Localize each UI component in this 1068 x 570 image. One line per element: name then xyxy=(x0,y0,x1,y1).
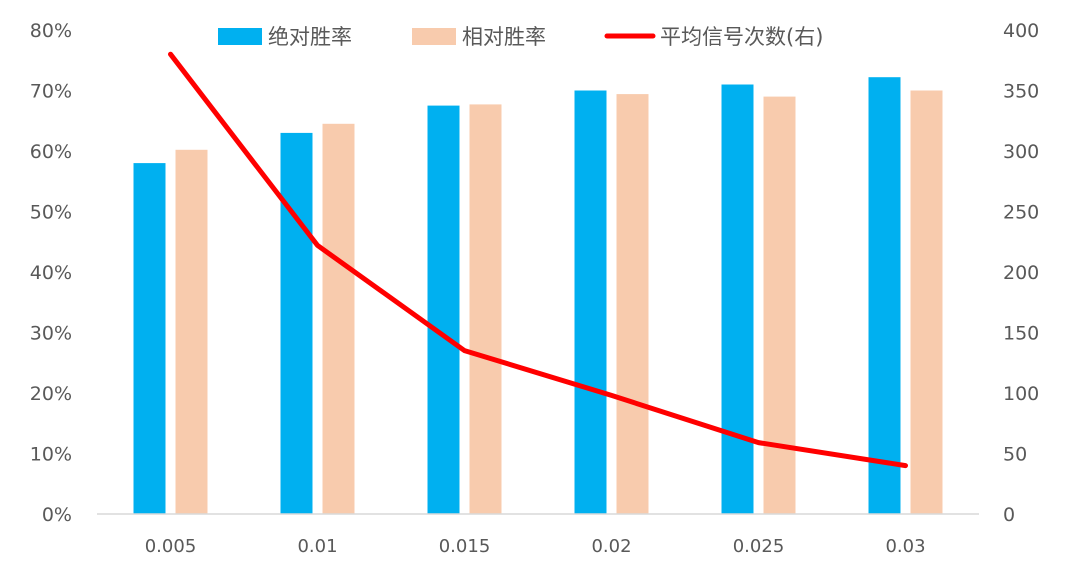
bar-absolute-win-rate xyxy=(721,84,754,514)
left-tick-label: 0% xyxy=(42,504,72,526)
left-tick-label: 60% xyxy=(30,141,72,163)
x-axis: 0.005 0.01 0.015 0.02 0.025 0.03 xyxy=(145,536,926,557)
left-axis: 0% 10% 20% 30% 40% 50% 60% 70% 80% xyxy=(30,20,72,526)
left-tick-label: 10% xyxy=(30,444,72,466)
x-tick-label: 0.03 xyxy=(885,536,925,557)
bar-relative-win-rate xyxy=(616,94,649,514)
right-tick-label: 350 xyxy=(1003,81,1039,103)
legend-label: 相对胜率 xyxy=(462,25,546,49)
left-tick-label: 40% xyxy=(30,262,72,284)
bar-absolute-win-rate xyxy=(868,77,901,514)
right-tick-label: 0 xyxy=(1003,504,1015,526)
bar-absolute-win-rate xyxy=(574,90,607,514)
legend-swatch xyxy=(412,28,456,45)
right-tick-label: 100 xyxy=(1003,383,1039,405)
x-tick-label: 0.02 xyxy=(591,536,631,557)
left-tick-label: 70% xyxy=(30,81,72,103)
legend-swatch xyxy=(218,28,262,45)
x-tick-label: 0.015 xyxy=(439,536,491,557)
right-tick-label: 300 xyxy=(1003,141,1039,163)
left-tick-label: 50% xyxy=(30,202,72,224)
bar-relative-win-rate xyxy=(469,104,502,515)
legend: 绝对胜率 相对胜率 平均信号次数(右) xyxy=(218,25,823,49)
right-tick-label: 250 xyxy=(1003,202,1039,224)
bars xyxy=(133,77,943,515)
right-tick-label: 400 xyxy=(1003,20,1039,42)
line-series xyxy=(168,51,908,469)
legend-label: 平均信号次数(右) xyxy=(660,25,823,49)
bar-relative-win-rate xyxy=(322,123,355,515)
bar-absolute-win-rate xyxy=(133,163,166,514)
bar-absolute-win-rate xyxy=(427,105,460,514)
right-tick-label: 50 xyxy=(1003,444,1027,466)
legend-label: 绝对胜率 xyxy=(268,25,352,49)
x-tick-label: 0.01 xyxy=(297,536,337,557)
bar-relative-win-rate xyxy=(175,149,208,515)
line-average-signal-count xyxy=(168,51,908,469)
right-tick-label: 150 xyxy=(1003,323,1039,345)
bar-relative-win-rate xyxy=(763,96,796,514)
x-tick-label: 0.025 xyxy=(733,536,785,557)
bar-relative-win-rate xyxy=(910,90,943,514)
bar-absolute-win-rate xyxy=(280,132,313,514)
left-tick-label: 20% xyxy=(30,383,72,405)
left-tick-label: 80% xyxy=(30,20,72,42)
right-axis: 0 50 100 150 200 250 300 350 400 xyxy=(1003,20,1039,526)
x-tick-label: 0.005 xyxy=(145,536,197,557)
left-tick-label: 30% xyxy=(30,323,72,345)
right-tick-label: 200 xyxy=(1003,262,1039,284)
